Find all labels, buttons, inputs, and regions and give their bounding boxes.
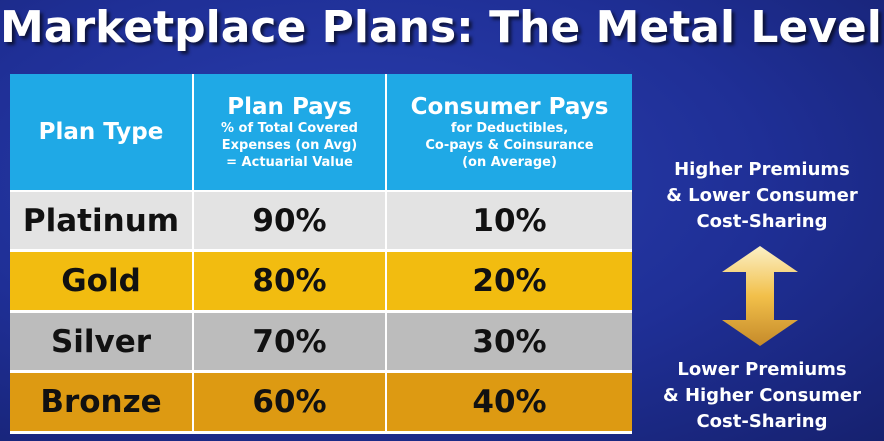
table-row-bronze: Bronze 60% 40% [10, 371, 632, 434]
plan-pays-cell: 60% [193, 371, 387, 434]
lower-premiums-note: Lower Premiums & Higher Consumer Cost-Sh… [640, 357, 884, 435]
note-line: Higher Premiums [674, 159, 850, 180]
table-row-gold: Gold 80% 20% [10, 250, 632, 313]
plan-pays-cell: 70% [193, 311, 387, 374]
note-line: Lower Premiums [677, 359, 847, 380]
plan-name-cell: Gold [10, 250, 194, 313]
plan-pays-cell: 80% [193, 250, 387, 313]
metal-levels-table: Plan Type Plan Pays % of Total Covered E… [10, 74, 632, 434]
page-title: Marketplace Plans: The Metal Levels [0, 2, 884, 53]
plan-name-cell: Bronze [10, 371, 194, 434]
plan-pays-cell: 90% [193, 191, 387, 253]
table-row-silver: Silver 70% 30% [10, 311, 632, 374]
table-row-platinum: Platinum 90% 10% [10, 191, 632, 253]
table-header-row: Plan Type Plan Pays % of Total Covered E… [10, 74, 632, 192]
consumer-pays-cell: 10% [386, 191, 632, 253]
higher-premiums-note: Higher Premiums & Lower Consumer Cost-Sh… [640, 157, 884, 235]
note-line: & Lower Consumer [666, 185, 858, 206]
consumer-pays-cell: 20% [386, 250, 632, 313]
plan-name-cell: Silver [10, 311, 194, 374]
plan-name-cell: Platinum [10, 191, 194, 253]
note-line: Cost-Sharing [696, 411, 828, 432]
note-line: & Higher Consumer [662, 385, 861, 406]
consumer-pays-cell: 30% [386, 311, 632, 374]
double-arrow-vertical-icon [722, 246, 798, 346]
consumer-pays-cell: 40% [386, 371, 632, 434]
header-plan-type: Plan Type [10, 74, 194, 192]
note-line: Cost-Sharing [696, 211, 828, 232]
header-plan-pays: Plan Pays % of Total Covered Expenses (o… [193, 74, 387, 192]
header-consumer-pays: Consumer Pays for Deductibles, Co-pays &… [386, 74, 632, 192]
